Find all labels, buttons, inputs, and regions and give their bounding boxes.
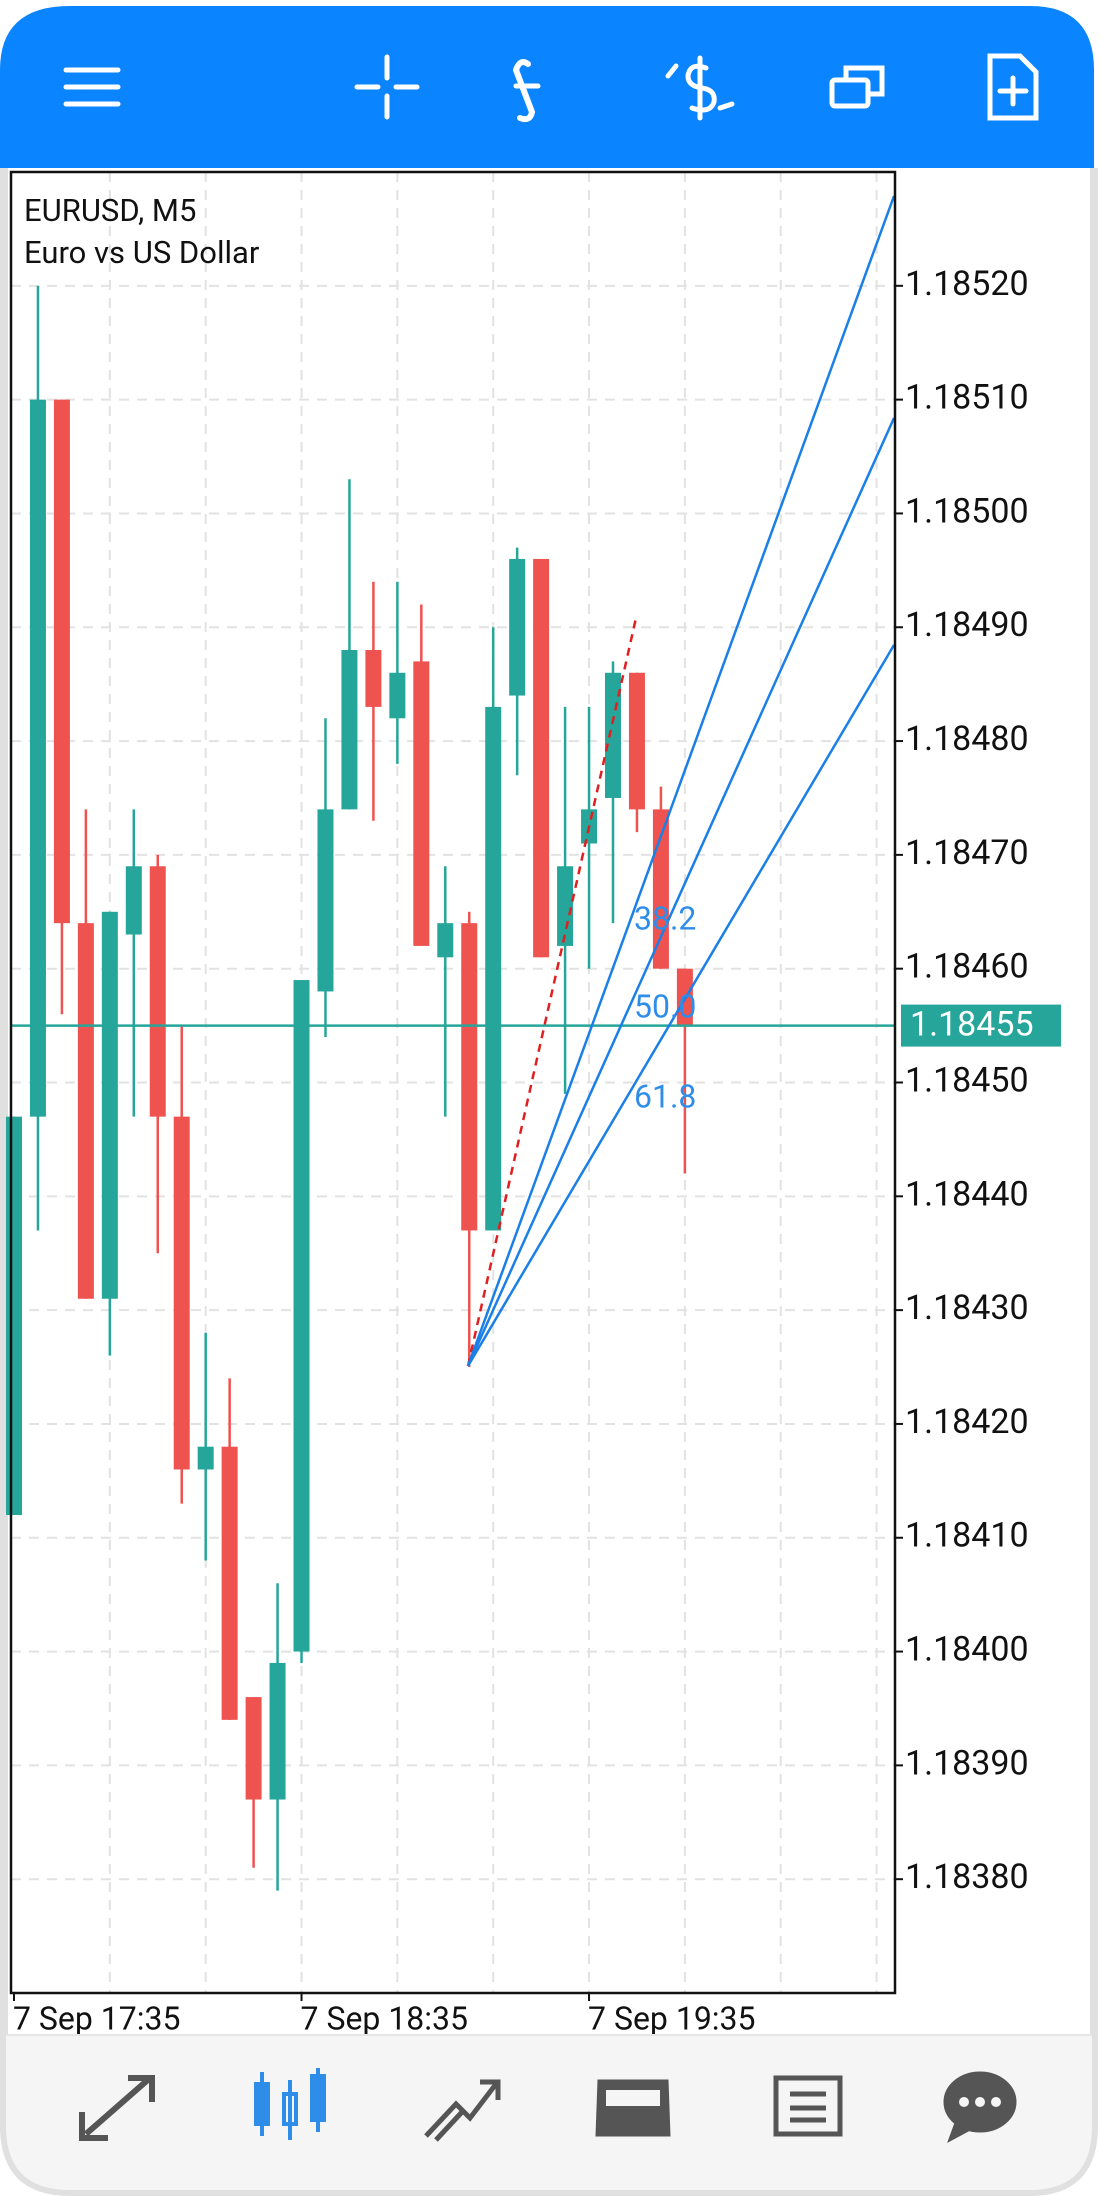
indicators-button[interactable] <box>512 59 541 123</box>
y-tick-label: 1.18510 <box>905 378 1029 418</box>
trade-tab[interactable] <box>424 2079 501 2142</box>
candle-body <box>437 923 454 958</box>
fan-line <box>466 417 896 1367</box>
history-tab[interactable] <box>595 2079 671 2137</box>
candle-body <box>293 980 310 1652</box>
chart-title: EURUSD, M5 <box>24 192 196 229</box>
candle-body <box>557 866 574 946</box>
windows-button[interactable] <box>829 65 885 109</box>
top-toolbar <box>0 6 1094 168</box>
candle-body <box>317 809 334 992</box>
y-tick-label: 1.18420 <box>905 1402 1029 1442</box>
y-tick-label: 1.18380 <box>905 1857 1029 1897</box>
news-tab[interactable] <box>773 2075 843 2137</box>
candle-body <box>29 399 46 1117</box>
y-tick-label: 1.18430 <box>905 1288 1029 1328</box>
fan-line <box>466 195 896 1367</box>
new-order-button[interactable] <box>987 53 1039 121</box>
candle-body <box>461 923 478 1231</box>
candle-body <box>341 650 358 810</box>
y-tick-label: 1.18470 <box>905 833 1029 873</box>
fan-label: 61.8 <box>634 1077 696 1115</box>
candle-body <box>533 558 550 958</box>
fan-base <box>466 617 638 1367</box>
y-tick-label: 1.18400 <box>905 1630 1029 1670</box>
y-tick-label: 1.18410 <box>905 1516 1029 1556</box>
y-tick-label: 1.18490 <box>905 605 1029 645</box>
candle-body <box>125 866 142 935</box>
plot-area: 1.18520 1.18510 1.18500 1.18490 1.18480 1.184… <box>6 170 1061 2037</box>
current-price-box <box>901 1004 1061 1047</box>
y-tick-label: 1.18440 <box>905 1174 1029 1214</box>
current-price-label: 1.18455 <box>910 1005 1034 1045</box>
candle-body <box>77 923 94 1299</box>
y-tick-label: 1.18500 <box>905 491 1029 531</box>
chart-subtitle: Euro vs US Dollar <box>24 234 260 271</box>
candle-body <box>389 672 406 719</box>
candle-body <box>6 1116 22 1515</box>
candle-body <box>197 1446 214 1470</box>
x-tick-label: 7 Sep 17:35 <box>13 1999 180 2037</box>
candle-body <box>269 1662 286 1800</box>
chat-tab[interactable] <box>943 2071 1017 2144</box>
candle-body <box>173 1116 190 1470</box>
plot-border <box>9 170 897 1995</box>
fan-label: 50.0 <box>634 987 696 1025</box>
candle-body <box>245 1697 262 1800</box>
x-tick-label: 7 Sep 18:35 <box>301 1999 468 2037</box>
candle-body <box>53 399 70 924</box>
candle-body <box>221 1446 238 1720</box>
y-tick-label: 1.18460 <box>905 947 1029 987</box>
candle-body <box>413 661 430 946</box>
candle-body <box>365 650 382 707</box>
menu-button[interactable] <box>63 67 121 107</box>
bottom-nav <box>6 2035 1092 2190</box>
fan-label: 38.2 <box>634 899 696 937</box>
candle-body <box>509 558 526 696</box>
fan-line <box>466 644 896 1367</box>
y-tick-label: 1.18450 <box>905 1060 1029 1100</box>
chart-tab[interactable] <box>254 2068 326 2140</box>
x-tick-label: 7 Sep 19:35 <box>588 1999 755 2037</box>
y-tick-label: 1.18390 <box>905 1743 1029 1783</box>
candle-body <box>628 672 645 810</box>
trade-button[interactable] <box>665 55 735 121</box>
quotes-tab[interactable] <box>79 2075 155 2141</box>
candle-body <box>101 911 118 1299</box>
crosshair-button[interactable] <box>354 54 420 120</box>
candle-body <box>149 866 166 1117</box>
y-tick-label: 1.18480 <box>905 719 1029 759</box>
candle-body <box>485 706 502 1231</box>
frame <box>0 168 1098 2196</box>
y-tick-label: 1.18520 <box>905 264 1029 304</box>
